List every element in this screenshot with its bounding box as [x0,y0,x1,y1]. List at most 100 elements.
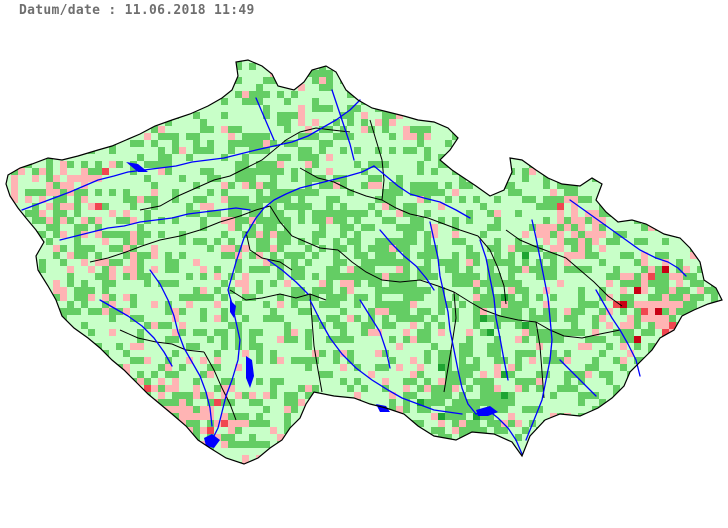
raster-cell [564,63,571,70]
raster-cell [669,105,676,112]
raster-cell [669,448,676,455]
raster-cell [305,294,312,301]
raster-cell [606,455,613,462]
raster-cell [522,336,529,343]
raster-cell [221,98,228,105]
raster-cell [214,385,221,392]
raster-cell [522,329,529,336]
raster-cell [11,308,18,315]
raster-cell [130,203,137,210]
raster-cell [144,196,151,203]
raster-cell [326,336,333,343]
raster-cell [452,252,459,259]
raster-cell [487,448,494,455]
raster-cell [81,322,88,329]
raster-cell [389,196,396,203]
raster-cell [718,364,722,371]
raster-cell [221,126,228,133]
raster-cell [515,350,522,357]
raster-cell [158,364,165,371]
raster-cell [263,91,270,98]
raster-cell [515,210,522,217]
raster-cell [522,77,529,84]
raster-cell [333,63,340,70]
raster-cell [683,413,690,420]
raster-cell [410,133,417,140]
river [21,99,361,211]
raster-cell [522,98,529,105]
raster-cell [81,392,88,399]
raster-cell [368,63,375,70]
raster-cell [137,378,144,385]
raster-cell [522,378,529,385]
raster-cell [333,294,340,301]
raster-cell [6,343,11,350]
region-boundary [299,167,383,201]
raster-cell [53,469,60,476]
raster-cell [109,119,116,126]
raster-cell [284,392,291,399]
raster-cell [466,119,473,126]
raster-cell [235,427,242,434]
raster-cell [718,70,722,77]
raster-cell [522,196,529,203]
raster-cell [32,455,39,462]
raster-cell [368,266,375,273]
raster-cell [102,203,109,210]
raster-cell [256,266,263,273]
raster-cell [382,203,389,210]
raster-cell [718,273,722,280]
raster-cell [375,462,382,464]
raster-cell [641,140,648,147]
raster-cell [11,175,18,182]
raster-cell [487,420,494,427]
raster-cell [704,273,711,280]
raster-cell [228,385,235,392]
raster-cell [389,133,396,140]
raster-cell [522,301,529,308]
raster-cell [704,140,711,147]
raster-cell [452,280,459,287]
raster-cell [200,238,207,245]
raster-cell [305,364,312,371]
raster-cell [424,308,431,315]
raster-cell [536,203,543,210]
raster-cell [39,231,46,238]
raster-cell [74,427,81,434]
raster-cell [116,364,123,371]
raster-cell [144,357,151,364]
raster-cell [172,371,179,378]
raster-cell [592,469,599,476]
raster-cell [718,60,722,63]
raster-cell [319,147,326,154]
raster-cell [263,455,270,462]
raster-cell [466,182,473,189]
raster-cell [151,322,158,329]
raster-cell [200,315,207,322]
raster-cell [312,161,319,168]
raster-cell [172,336,179,343]
raster-cell [571,70,578,77]
raster-cell [74,308,81,315]
raster-cell [452,294,459,301]
raster-cell [333,210,340,217]
raster-cell [137,63,144,70]
raster-cell [375,308,382,315]
raster-cell [648,266,655,273]
raster-cell [74,364,81,371]
raster-cell [256,203,263,210]
raster-cell [410,224,417,231]
raster-cell [60,399,67,406]
raster-cell [207,245,214,252]
raster-cell [46,154,53,161]
raster-cell [88,133,95,140]
raster-cell [515,301,522,308]
raster-cell [550,231,557,238]
raster-cell [529,140,536,147]
raster-cell [557,329,564,336]
raster-cell [347,266,354,273]
raster-cell [298,294,305,301]
raster-cell [88,378,95,385]
raster-cell [333,217,340,224]
raster-cell [102,98,109,105]
